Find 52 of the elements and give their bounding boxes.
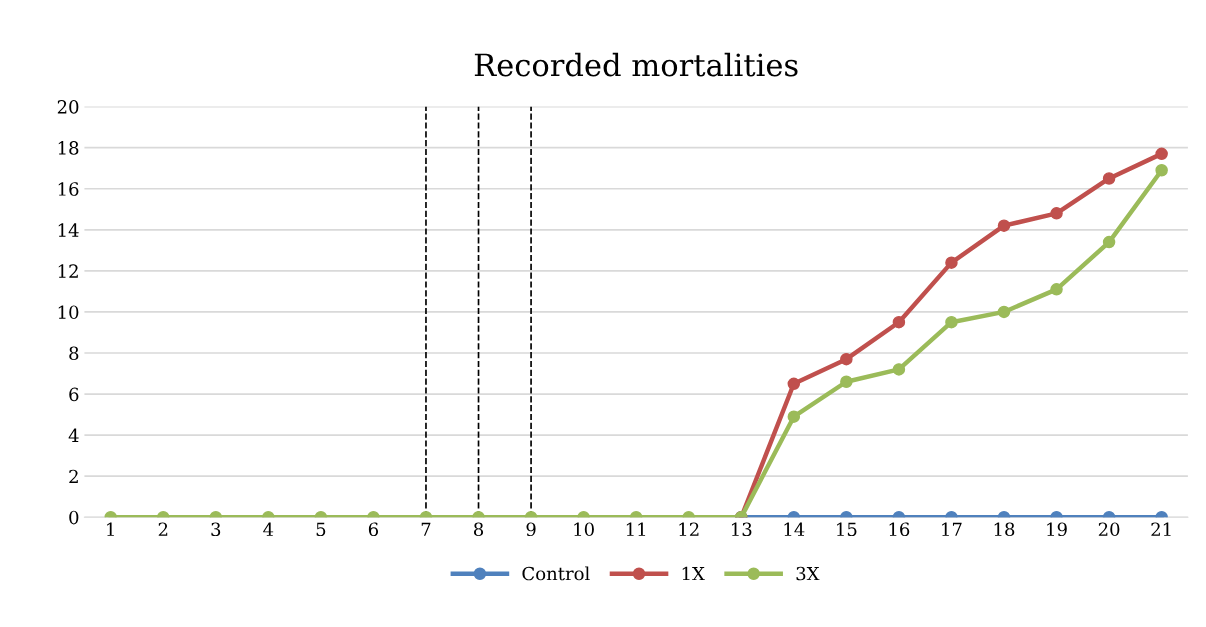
y-tick-label: 12 <box>58 264 78 278</box>
x-tick-label: 2 <box>158 522 168 536</box>
legend-label: 3X <box>796 566 820 581</box>
x-tick-label: 16 <box>889 522 910 537</box>
x-tick-label: 19 <box>1047 522 1067 537</box>
point <box>892 315 906 329</box>
x-tick-label: 5 <box>316 522 326 537</box>
y-tick-label: 18 <box>58 141 79 155</box>
x-tick-label: 14 <box>784 522 805 536</box>
y-tick-label: 0 <box>69 510 79 525</box>
x-tick-label: 4 <box>263 522 274 536</box>
x-tick-label: 17 <box>942 522 962 536</box>
point <box>945 256 958 269</box>
y-tick-label: 4 <box>68 428 79 442</box>
point <box>840 352 853 366</box>
point <box>892 363 906 376</box>
point <box>787 377 801 391</box>
point <box>945 315 958 329</box>
y-tick-label: 20 <box>57 100 79 114</box>
y-tick-label: 8 <box>69 346 79 361</box>
point <box>1050 283 1063 296</box>
x-tick-label: 6 <box>368 522 379 537</box>
x-tick-label: 13 <box>731 522 752 537</box>
x-tick-label: 8 <box>473 522 484 537</box>
point <box>1155 147 1168 161</box>
point <box>787 410 801 423</box>
x-tick-label: 9 <box>526 522 536 537</box>
x-tick-label: 11 <box>626 522 646 536</box>
chart-title: Recorded mortalities <box>474 52 798 77</box>
y-tick-label: 10 <box>58 305 79 320</box>
x-tick-label: 20 <box>1098 522 1120 537</box>
x-tick-label: 18 <box>994 522 1015 537</box>
point <box>997 219 1011 232</box>
x-tick-label: 10 <box>574 522 594 537</box>
point <box>840 375 853 388</box>
y-tick-label: 14 <box>58 223 79 237</box>
point <box>1102 172 1116 185</box>
y-tick-label: 16 <box>58 182 79 196</box>
x-tick-label: 7 <box>421 522 431 536</box>
x-tick-label: 3 <box>211 522 221 537</box>
point <box>1050 207 1063 220</box>
x-tick-label: 12 <box>679 522 699 536</box>
x-tick-label: 1 <box>107 522 114 536</box>
x-tick-label: 15 <box>837 522 857 537</box>
legend-label: 1X <box>682 566 705 581</box>
y-tick-label: 2 <box>69 469 78 484</box>
point <box>1155 163 1168 177</box>
point <box>997 305 1011 319</box>
x-tick-label: 21 <box>1151 522 1171 536</box>
legend-label: Control <box>522 566 590 581</box>
y-tick-label: 6 <box>69 387 79 402</box>
point <box>1102 235 1116 249</box>
